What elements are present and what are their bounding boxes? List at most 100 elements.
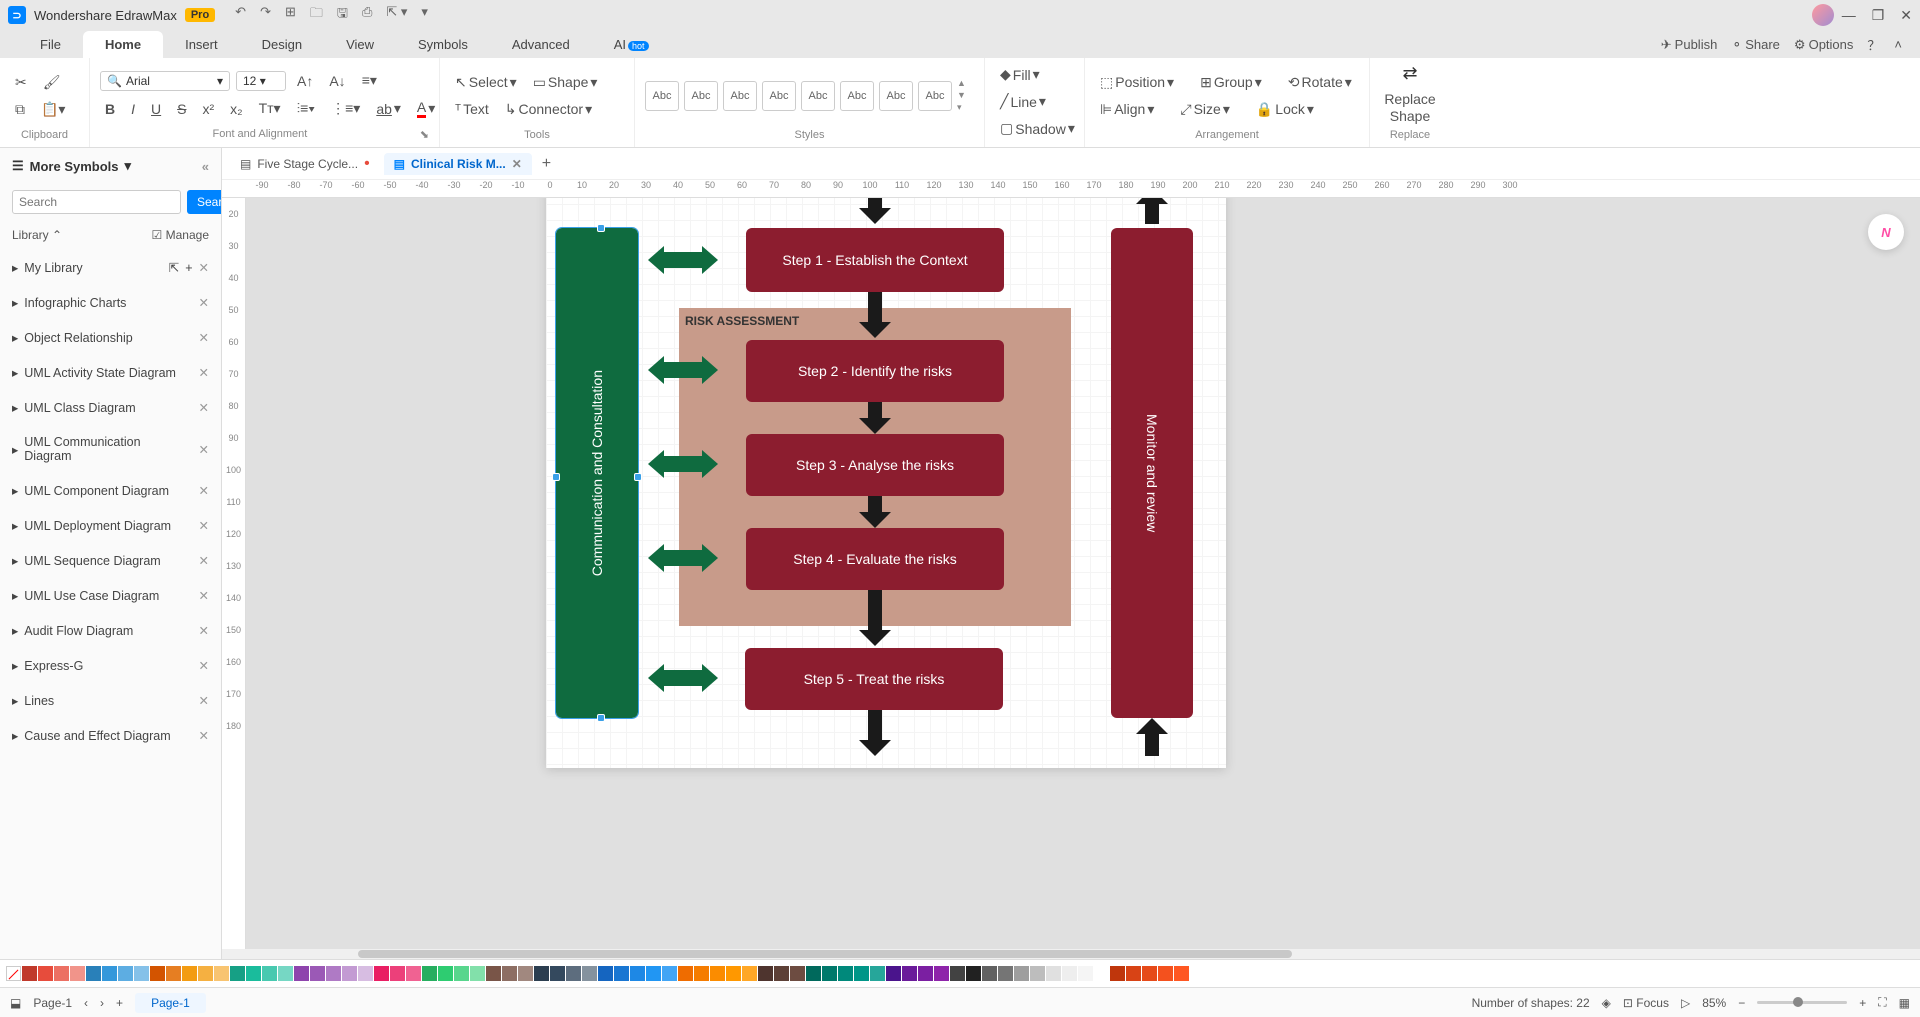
color-swatch[interactable]: [1142, 966, 1157, 981]
color-swatch[interactable]: [934, 966, 949, 981]
arrow-bidirectional[interactable]: [648, 544, 718, 572]
close-icon[interactable]: ✕: [199, 365, 209, 380]
library-item[interactable]: ▸UML Activity State Diagram✕: [0, 355, 221, 390]
library-item[interactable]: ▸UML Use Case Diagram✕: [0, 578, 221, 613]
open-button[interactable]: 🗀: [310, 4, 323, 26]
library-item[interactable]: ▸UML Communication Diagram✕: [0, 425, 221, 473]
undo-button[interactable]: ↶: [235, 4, 246, 26]
fill-button[interactable]: ◆ Fill ▾: [995, 63, 1074, 86]
shape-communication[interactable]: Communication and Consultation: [556, 228, 638, 718]
color-swatch[interactable]: [246, 966, 261, 981]
doc-tab-2[interactable]: ▤ Clinical Risk M... ✕: [384, 153, 532, 175]
highlight-button[interactable]: ab▾: [371, 97, 406, 120]
strike-button[interactable]: S: [172, 98, 191, 120]
arrow-bidirectional[interactable]: [648, 356, 718, 384]
superscript-button[interactable]: x²: [197, 98, 219, 120]
save-button[interactable]: 🖫: [337, 4, 348, 26]
color-swatch[interactable]: [406, 966, 421, 981]
style-swatch[interactable]: Abc: [801, 81, 835, 111]
color-swatch[interactable]: [342, 966, 357, 981]
font-dialog-launcher[interactable]: ⬊: [420, 128, 429, 141]
color-swatch[interactable]: [1094, 966, 1109, 981]
color-swatch[interactable]: [1062, 966, 1077, 981]
ai-assistant-button[interactable]: N: [1868, 214, 1904, 250]
size-shapes-button[interactable]: ⤢ Size▾: [1175, 98, 1234, 121]
position-button[interactable]: ⬚ Position▾: [1095, 71, 1179, 94]
rotate-button[interactable]: ⟲ Rotate▾: [1283, 71, 1357, 94]
doc-tab-1[interactable]: ▤ Five Stage Cycle... •: [230, 153, 380, 175]
no-fill-swatch[interactable]: [6, 966, 21, 981]
style-swatch[interactable]: Abc: [918, 81, 952, 111]
mylib-export-icon[interactable]: ⇱: [169, 260, 179, 275]
mylib-add-icon[interactable]: +: [185, 261, 192, 275]
close-icon[interactable]: ✕: [199, 400, 209, 415]
styles-up[interactable]: ▲: [957, 78, 966, 88]
zoom-slider[interactable]: [1757, 1001, 1847, 1004]
color-swatch[interactable]: [966, 966, 981, 981]
color-swatch[interactable]: [1174, 966, 1189, 981]
color-swatch[interactable]: [982, 966, 997, 981]
pages-icon[interactable]: ⬓: [10, 996, 21, 1010]
color-swatch[interactable]: [902, 966, 917, 981]
shape-step1[interactable]: Step 1 - Establish the Context: [746, 228, 1004, 292]
library-item[interactable]: ▸Cause and Effect Diagram✕: [0, 718, 221, 753]
add-page-button[interactable]: +: [116, 996, 123, 1010]
bold-button[interactable]: B: [100, 98, 120, 120]
shape-step5[interactable]: Step 5 - Treat the risks: [745, 648, 1003, 710]
arrow-down[interactable]: [859, 198, 891, 224]
maximize-button[interactable]: ❐: [1872, 7, 1885, 24]
close-icon[interactable]: ✕: [199, 295, 209, 310]
align-button[interactable]: ≡▾: [357, 69, 382, 92]
color-swatch[interactable]: [598, 966, 613, 981]
style-swatch[interactable]: Abc: [684, 81, 718, 111]
align-shapes-button[interactable]: ⊫ Align▾: [1095, 98, 1159, 121]
panel-collapse-button[interactable]: «: [202, 159, 209, 174]
color-swatch[interactable]: [470, 966, 485, 981]
color-swatch[interactable]: [790, 966, 805, 981]
color-swatch[interactable]: [678, 966, 693, 981]
color-swatch[interactable]: [726, 966, 741, 981]
menu-insert[interactable]: Insert: [163, 31, 240, 58]
shape-step3[interactable]: Step 3 - Analyse the risks: [746, 434, 1004, 496]
close-icon[interactable]: ✕: [199, 588, 209, 603]
style-swatch[interactable]: Abc: [645, 81, 679, 111]
underline-button[interactable]: U: [146, 98, 166, 120]
arrow-up[interactable]: [1136, 198, 1168, 224]
close-icon[interactable]: ✕: [199, 728, 209, 743]
connector-tool-button[interactable]: ↳ Connector ▾: [500, 98, 597, 121]
shape-monitor[interactable]: Monitor and review: [1111, 228, 1193, 718]
library-item[interactable]: ▸Object Relationship✕: [0, 320, 221, 355]
color-swatch[interactable]: [918, 966, 933, 981]
close-button[interactable]: ✕: [1900, 7, 1912, 24]
properties-button[interactable]: ▦: [1899, 996, 1910, 1010]
presentation-button[interactable]: ▷: [1681, 996, 1690, 1010]
styles-down[interactable]: ▼: [957, 90, 966, 100]
color-swatch[interactable]: [118, 966, 133, 981]
redo-button[interactable]: ↷: [260, 4, 271, 26]
color-swatch[interactable]: [662, 966, 677, 981]
replace-shape-button[interactable]: Replace Shape: [1379, 88, 1440, 128]
help-button[interactable]: ？: [1867, 35, 1880, 54]
color-swatch[interactable]: [86, 966, 101, 981]
color-swatch[interactable]: [838, 966, 853, 981]
spacing-button[interactable]: ⫶≡▾: [292, 97, 321, 120]
arrow-up[interactable]: [1136, 718, 1168, 756]
color-swatch[interactable]: [150, 966, 165, 981]
color-swatch[interactable]: [134, 966, 149, 981]
color-swatch[interactable]: [294, 966, 309, 981]
color-swatch[interactable]: [358, 966, 373, 981]
focus-button[interactable]: ⊡ Focus: [1623, 996, 1669, 1010]
color-swatch[interactable]: [1078, 966, 1093, 981]
color-swatch[interactable]: [326, 966, 341, 981]
color-swatch[interactable]: [54, 966, 69, 981]
library-item[interactable]: ▸UML Sequence Diagram✕: [0, 543, 221, 578]
minimize-button[interactable]: —: [1842, 7, 1856, 24]
color-swatch[interactable]: [454, 966, 469, 981]
font-family-input[interactable]: 🔍 Arial ▾: [100, 71, 230, 91]
library-item[interactable]: ▸UML Deployment Diagram✕: [0, 508, 221, 543]
lock-button[interactable]: 🔒 Lock▾: [1251, 98, 1319, 121]
format-painter-button[interactable]: 🖌: [38, 71, 66, 94]
style-swatch[interactable]: Abc: [762, 81, 796, 111]
add-tab-button[interactable]: +: [536, 155, 557, 173]
color-swatch[interactable]: [822, 966, 837, 981]
